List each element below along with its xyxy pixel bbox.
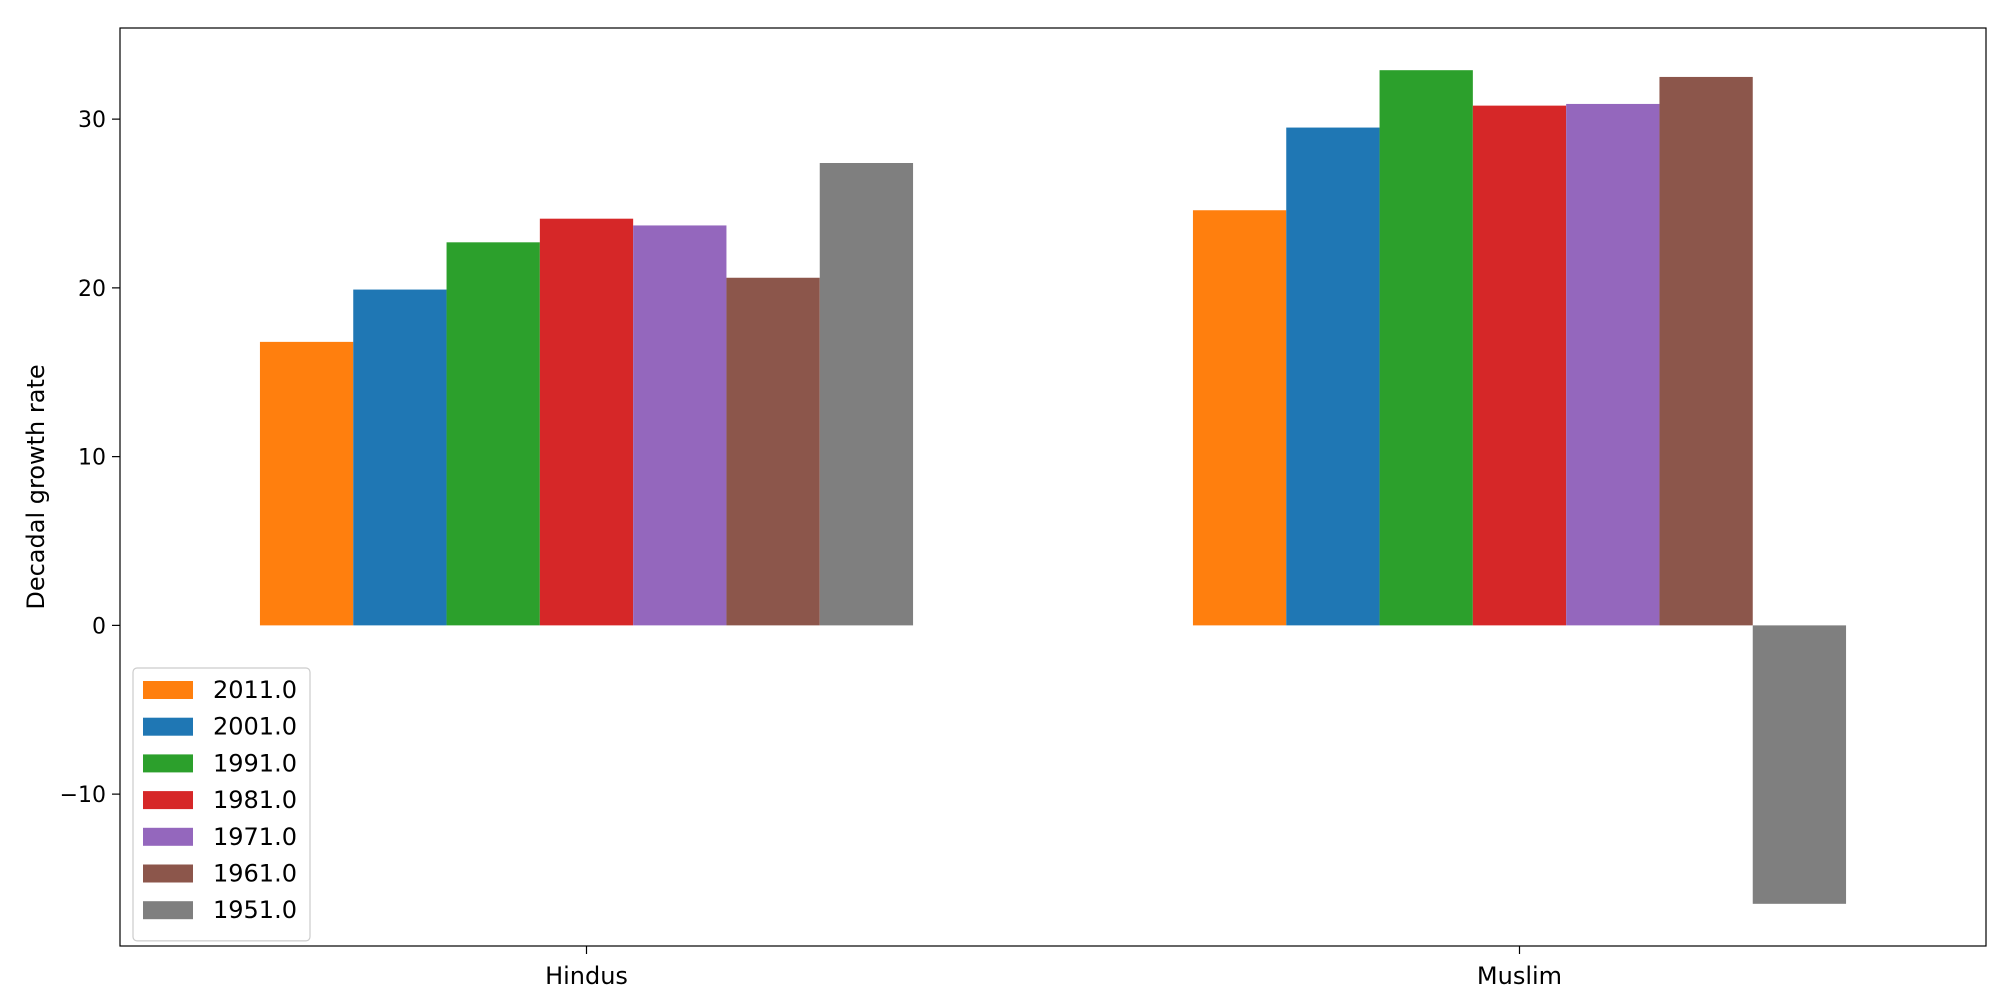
legend: 2011.0 2001.0 1991.0 1981.0 1971.0 1961.0 1951… [132, 667, 311, 942]
y-tick-label: 0 [92, 614, 106, 639]
legend-label: 1961.0 [213, 860, 297, 888]
x-tick-label: Muslim [1477, 962, 1562, 990]
bar-hindus-1981-0 [539, 218, 634, 626]
legend-swatch [143, 717, 193, 736]
bar-hindus-2001-0 [353, 289, 447, 626]
x-tick-label: Hindus [545, 962, 628, 990]
legend-swatch [143, 754, 193, 773]
legend-label: 1991.0 [213, 749, 297, 777]
y-axis-label: Decadal growth rate [22, 364, 50, 609]
y-tick-label: 30 [78, 108, 106, 133]
y-tick-label: 10 [78, 446, 106, 471]
bar-muslim-1951-0 [1752, 625, 1847, 904]
legend-swatch [143, 827, 193, 846]
bar-hindus-2011-0 [259, 341, 354, 626]
bar-hindus-1971-0 [633, 225, 727, 626]
plot-frame [119, 27, 1987, 947]
legend-label: 2001.0 [213, 713, 297, 741]
bar-muslim-2001-0 [1286, 127, 1380, 626]
bar-muslim-1991-0 [1379, 70, 1473, 626]
y-tick-label: −10 [60, 783, 106, 808]
bar-muslim-1981-0 [1472, 105, 1567, 626]
y-tick-label: 20 [78, 277, 106, 302]
y-axis: −10 0 10 20 30 [60, 108, 120, 808]
legend-swatch [143, 901, 193, 920]
bar-muslim-2011-0 [1192, 210, 1287, 626]
legend-swatch [143, 864, 193, 883]
x-axis: Hindus Muslim [545, 946, 1562, 990]
bar-muslim-1961-0 [1659, 76, 1753, 626]
legend-swatch [143, 681, 193, 699]
legend-label: 1971.0 [213, 823, 297, 851]
bar-hindus-1951-0 [819, 163, 914, 626]
legend-label: 1951.0 [213, 896, 297, 924]
legend-label: 2011.0 [213, 676, 297, 704]
bar-hindus-1991-0 [446, 242, 540, 626]
bar-muslim-1971-0 [1566, 103, 1660, 626]
bars-layer [259, 70, 1847, 904]
bar-hindus-1961-0 [726, 277, 820, 626]
legend-label: 1981.0 [213, 786, 297, 814]
legend-swatch [143, 791, 193, 810]
